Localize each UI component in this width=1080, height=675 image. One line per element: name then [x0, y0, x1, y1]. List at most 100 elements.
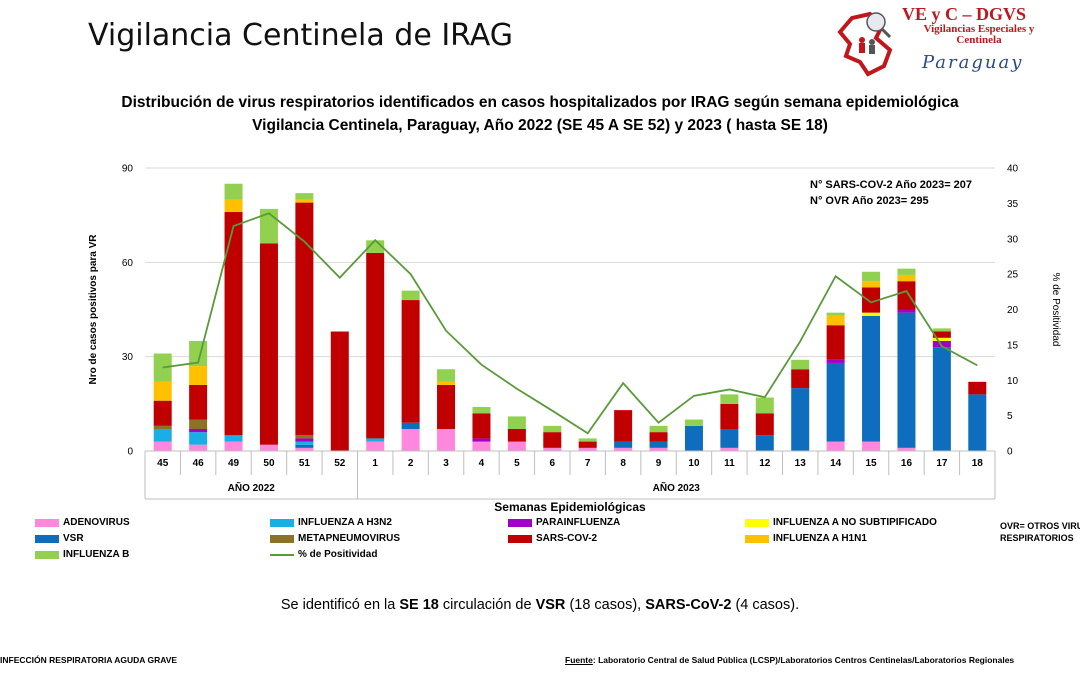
legend-line — [270, 553, 294, 556]
y-tick-label: 60 — [122, 258, 134, 269]
bar-segment — [755, 413, 774, 436]
bar-segment — [897, 274, 916, 282]
x-tick-label: 52 — [334, 458, 346, 469]
bar-segment — [649, 447, 668, 451]
bar-segment — [755, 397, 774, 414]
bar-segment — [153, 400, 172, 426]
bar-segment — [862, 312, 881, 316]
bar-segment — [897, 447, 916, 451]
bar-segment — [295, 202, 314, 436]
bar-segment — [401, 428, 420, 451]
bar-segment — [755, 435, 774, 451]
bar-segment — [862, 287, 881, 313]
ovr-note: OVR= OTROS VIRUS RESPIRATORIOS — [1000, 521, 1080, 543]
bar-segment — [330, 331, 349, 451]
x-tick-label: 12 — [759, 458, 771, 469]
y2-tick-label: 25 — [1007, 270, 1019, 281]
bar-segment — [968, 381, 987, 395]
bar-segment — [897, 309, 916, 313]
bar-segment — [224, 199, 243, 213]
bar-segment — [189, 444, 208, 451]
y2-tick-label: 40 — [1007, 164, 1019, 175]
bar-segment — [932, 337, 951, 341]
bar-segment — [543, 425, 562, 433]
positivity-line — [162, 212, 978, 435]
bar-segment — [897, 312, 916, 448]
bar-segment — [649, 425, 668, 433]
bar-segment — [472, 413, 491, 439]
bar-segment — [437, 428, 456, 451]
bar-segment — [507, 441, 526, 451]
x-tick-label: 10 — [688, 458, 700, 469]
page-title: Vigilancia Centinela de IRAG — [88, 18, 514, 53]
x-tick-label: 50 — [263, 458, 275, 469]
bar-segment — [295, 199, 314, 203]
y2-axis-title: % de Positividad — [1050, 273, 1061, 347]
bar-segment — [862, 271, 881, 282]
finding-text: Se identificó en la SE 18 circulación de… — [280, 597, 800, 613]
legend-swatch — [508, 518, 532, 527]
x-tick-label: 11 — [724, 458, 735, 469]
bar-segment — [295, 447, 314, 451]
legend-swatch — [745, 518, 769, 527]
bar-segment — [189, 419, 208, 429]
x-tick-label: 5 — [514, 458, 520, 469]
bar-segment — [720, 447, 739, 451]
bar-segment — [224, 441, 243, 451]
bar-segment — [189, 384, 208, 420]
bar-segment — [968, 394, 987, 451]
bar-segment — [472, 406, 491, 414]
x-tick-label: 7 — [585, 458, 591, 469]
bar-segment — [649, 441, 668, 448]
bar-segment — [507, 428, 526, 442]
x-tick-label: 2 — [408, 458, 414, 469]
y2-tick-label: 30 — [1007, 234, 1019, 245]
bar-segment — [437, 384, 456, 429]
bar-segment — [614, 447, 633, 451]
footer-source: Fuente: Laboratorio Central de Salud Púb… — [565, 655, 1015, 665]
bar-segment — [295, 444, 314, 448]
bar-segment — [720, 394, 739, 404]
legend-swatch — [35, 534, 59, 543]
bar-segment — [578, 438, 597, 442]
bar-segment — [897, 281, 916, 310]
bar-segment — [649, 432, 668, 442]
logo-text: VE y C – DGVS — [902, 4, 1027, 24]
x-tick-label: 8 — [620, 458, 626, 469]
y2-tick-label: 5 — [1007, 411, 1013, 422]
x-tick-label: 6 — [550, 458, 556, 469]
x-tick-label: 3 — [443, 458, 449, 469]
x-tick-label: 51 — [299, 458, 311, 469]
bar-segment — [189, 432, 208, 445]
bar-segment — [826, 315, 845, 326]
bar-segment — [295, 193, 314, 200]
x-axis-title: Semanas Epidemiológicas — [494, 500, 646, 514]
bar-segment — [401, 300, 420, 423]
bar-segment — [826, 362, 845, 442]
legend-item-h3n2: INFLUENZA A H3N2 — [270, 517, 392, 528]
bar-segment — [791, 388, 810, 451]
bar-segment — [401, 422, 420, 429]
logo-subtext: Vigilancias Especiales y Centinela — [923, 23, 1035, 46]
bar-segment — [684, 419, 703, 426]
bar-segment — [932, 347, 951, 451]
bar-segment — [189, 366, 208, 385]
y-axis-title: Nro de casos positivos para VR — [88, 234, 99, 385]
x-tick-label: 17 — [936, 458, 948, 469]
x-tick-label: 45 — [157, 458, 169, 469]
y2-tick-label: 15 — [1007, 340, 1019, 351]
y-tick-label: 30 — [122, 352, 134, 363]
legend-swatch — [35, 518, 59, 527]
bar-segment — [366, 438, 385, 442]
bar-segment — [826, 325, 845, 360]
x-tick-label: 1 — [372, 458, 378, 469]
bar-segment — [543, 432, 562, 448]
bar-segment — [720, 403, 739, 429]
legend-swatch — [745, 534, 769, 543]
bar-segment — [614, 441, 633, 448]
bar-segment — [826, 359, 845, 363]
chart-title-line2: Vigilancia Centinela, Paraguay, Año 2022… — [252, 117, 828, 134]
y2-tick-label: 0 — [1007, 447, 1013, 458]
bar-segment — [153, 428, 172, 442]
x-group-label: AÑO 2023 — [653, 481, 701, 494]
